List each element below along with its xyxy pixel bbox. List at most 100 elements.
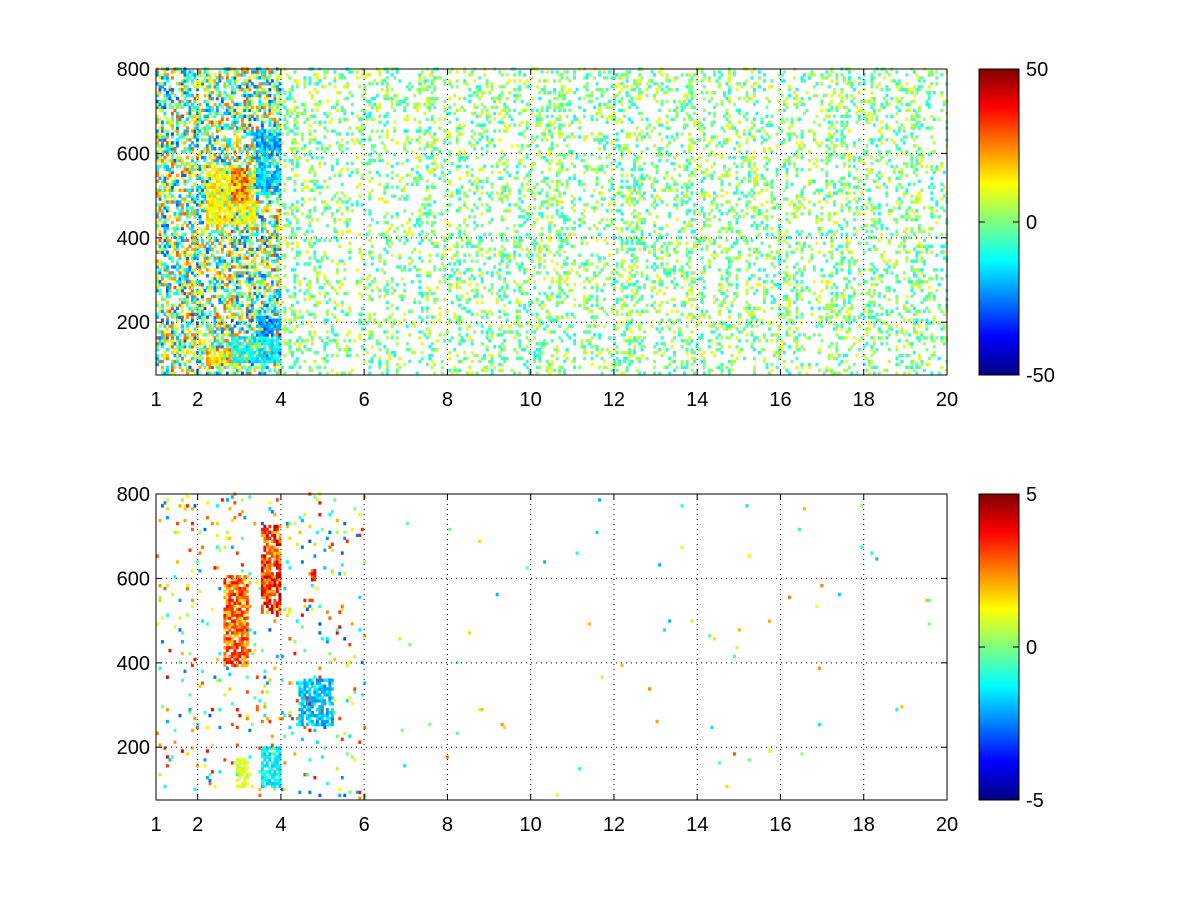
heatmap-cell — [253, 286, 257, 290]
heatmap-cell — [263, 342, 267, 346]
heatmap-cell — [403, 144, 407, 148]
heatmap-cell — [198, 120, 202, 124]
heatmap-cell — [388, 226, 392, 231]
heatmap-cell — [215, 221, 219, 225]
heatmap-cell — [253, 291, 257, 296]
heatmap-cell — [158, 88, 162, 92]
heatmap-cell — [178, 158, 182, 163]
heatmap-cell — [228, 170, 232, 175]
heatmap-cell — [158, 342, 162, 346]
heatmap-cell — [245, 268, 249, 272]
heatmap-cell — [215, 359, 219, 364]
heatmap-cell — [238, 173, 242, 178]
heatmap-cell — [345, 141, 349, 145]
heatmap-cell — [176, 280, 179, 284]
heatmap-cell — [270, 235, 274, 240]
heatmap-cell — [355, 200, 359, 204]
heatmap-cell — [470, 351, 474, 355]
heatmap-cell — [186, 300, 189, 305]
heatmap-cell — [368, 191, 372, 195]
heatmap-cell — [166, 158, 169, 163]
heatmap-cell — [405, 158, 409, 163]
heatmap-cell — [270, 330, 274, 334]
heatmap-cell — [308, 129, 312, 133]
heatmap-cell — [176, 348, 179, 352]
heatmap-cell — [350, 102, 354, 107]
heatmap-cell — [463, 191, 467, 195]
heatmap-cell — [275, 336, 279, 340]
heatmap-cell — [320, 85, 324, 89]
heatmap-cell — [263, 303, 267, 308]
heatmap-cell — [415, 108, 419, 113]
heatmap-cell — [418, 173, 422, 178]
heatmap-cell — [473, 244, 477, 248]
heatmap-cell — [368, 209, 372, 213]
heatmap-cell — [228, 309, 232, 313]
heatmap-cell — [220, 182, 224, 186]
heatmap-cell — [308, 209, 312, 213]
heatmap-cell — [258, 170, 262, 175]
heatmap-cell — [250, 221, 254, 225]
heatmap-cell — [225, 73, 229, 77]
heatmap-cell — [410, 182, 414, 186]
heatmap-cell — [191, 238, 194, 243]
heatmap-cell — [198, 371, 202, 375]
heatmap-cell — [188, 173, 192, 178]
heatmap-cell — [215, 342, 219, 346]
heatmap-cell — [225, 283, 229, 287]
heatmap-cell — [228, 294, 232, 299]
heatmap-cell — [201, 108, 204, 113]
heatmap-cell — [458, 188, 462, 192]
heatmap-cell — [186, 262, 189, 266]
heatmap-cell — [258, 129, 262, 133]
heatmap-cell — [161, 215, 164, 219]
heatmap-cell — [323, 253, 327, 257]
heatmap-cell — [240, 303, 244, 308]
heatmap-cell — [253, 271, 257, 275]
heatmap-cell — [193, 327, 197, 331]
heatmap-cell — [156, 342, 159, 346]
heatmap-cell — [213, 283, 217, 287]
heatmap-cell — [238, 212, 242, 216]
heatmap-cell — [193, 250, 197, 254]
heatmap-cell — [428, 259, 432, 263]
heatmap-cell — [330, 259, 334, 263]
heatmap-cell — [345, 229, 349, 234]
heatmap-cell — [270, 324, 274, 328]
heatmap-cell — [370, 333, 374, 337]
heatmap-cell — [268, 324, 272, 328]
heatmap-cell — [268, 300, 272, 305]
heatmap-cell — [220, 126, 224, 130]
heatmap-cell — [288, 342, 292, 346]
heatmap-cell — [453, 253, 457, 257]
heatmap-cell — [245, 197, 249, 201]
heatmap-cell — [360, 138, 364, 142]
heatmap-cell — [208, 197, 212, 201]
heatmap-cell — [215, 339, 219, 343]
heatmap-cell — [188, 120, 192, 124]
heatmap-cell — [310, 368, 314, 373]
heatmap-cell — [440, 365, 444, 370]
heatmap-cell — [240, 200, 244, 204]
heatmap-cell — [265, 342, 269, 346]
heatmap-cell — [223, 203, 227, 207]
heatmap-cell — [385, 135, 389, 139]
heatmap-cell — [176, 356, 179, 361]
heatmap-cell — [233, 79, 237, 83]
heatmap-cell — [213, 114, 217, 118]
heatmap-cell — [313, 241, 317, 245]
heatmap-cell — [355, 353, 359, 358]
heatmap-cell — [485, 209, 489, 213]
heatmap-cell — [475, 253, 479, 257]
heatmap-cell — [163, 244, 167, 248]
heatmap-cell — [198, 215, 202, 219]
heatmap-cell — [328, 283, 332, 287]
heatmap-cell — [293, 232, 297, 237]
heatmap-cell — [171, 70, 174, 74]
heatmap-cell — [201, 342, 204, 346]
heatmap-cell — [440, 256, 444, 260]
heatmap-cell — [360, 345, 364, 349]
heatmap-cell — [310, 156, 314, 160]
heatmap-cell — [470, 288, 474, 293]
heatmap-cell — [223, 321, 227, 325]
